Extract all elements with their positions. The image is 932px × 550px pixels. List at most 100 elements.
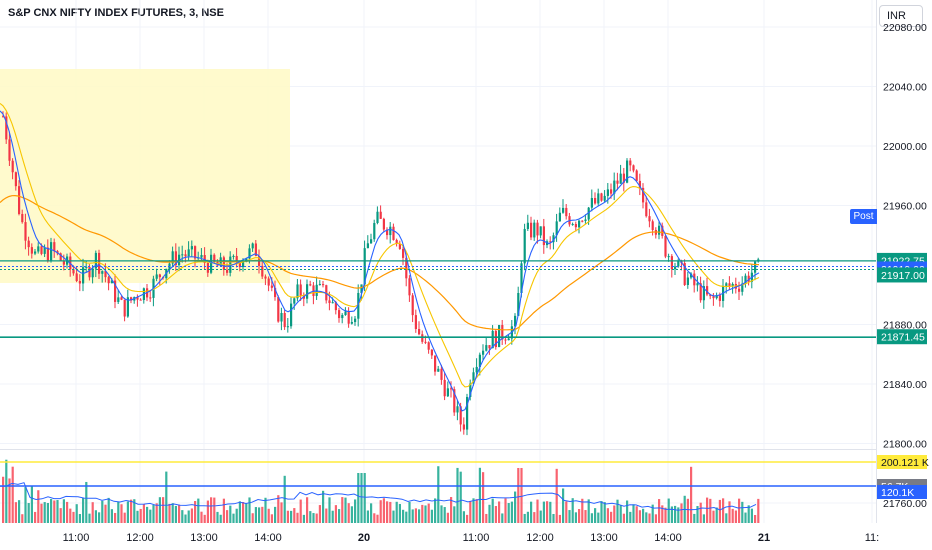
- volume-bar: [34, 511, 37, 523]
- candle-body: [526, 222, 529, 229]
- candle-body: [24, 222, 27, 241]
- candle-body: [158, 274, 161, 278]
- candle-body: [597, 193, 600, 204]
- candle-body: [264, 276, 267, 279]
- volume-bar: [414, 508, 417, 523]
- candle-body: [622, 173, 625, 183]
- candle-body: [424, 341, 427, 343]
- time-axis-tick: 12:00: [526, 532, 554, 544]
- candle-body: [645, 202, 648, 217]
- volume-bar: [456, 467, 459, 523]
- volume-bar: [626, 500, 629, 523]
- volume-bar: [21, 514, 24, 523]
- candle-body: [440, 368, 443, 380]
- volume-bar: [469, 501, 472, 523]
- candle-body: [616, 180, 619, 184]
- volume-bar: [686, 498, 689, 523]
- volume-axis-label-bg: [877, 485, 927, 499]
- volume-bar: [642, 508, 645, 523]
- candle-body: [382, 218, 385, 230]
- candle-body: [606, 189, 609, 196]
- volume-bar: [181, 510, 184, 523]
- volume-bar: [302, 514, 305, 523]
- volume-bar: [661, 505, 664, 523]
- price-axis-label-text: 21871.45: [881, 332, 925, 344]
- volume-bar: [274, 506, 277, 523]
- volume-bar: [571, 498, 574, 523]
- candle-body: [315, 284, 318, 296]
- candle-body: [8, 139, 11, 161]
- volume-bar: [213, 497, 216, 523]
- volume-bar: [24, 486, 27, 523]
- candle-body: [574, 224, 577, 228]
- candle-body: [542, 226, 545, 246]
- candle-body: [661, 225, 664, 236]
- candle-body: [648, 216, 651, 222]
- candle-body: [123, 299, 126, 317]
- symbol-title[interactable]: S&P CNX NIFTY INDEX FUTURES, 3, NSE: [8, 7, 224, 19]
- volume-bar: [363, 473, 366, 523]
- time-axis-tick: 20: [358, 532, 370, 544]
- volume-bar: [18, 500, 21, 523]
- candle-body: [27, 240, 30, 248]
- candle-body: [34, 251, 37, 254]
- volume-bar: [210, 497, 213, 523]
- volume-bar: [712, 510, 715, 523]
- volume-bar: [638, 510, 641, 523]
- volume-bar: [530, 501, 533, 523]
- candle-body: [350, 322, 353, 324]
- candle-body: [475, 366, 478, 373]
- volume-bar: [482, 472, 485, 523]
- volume-bar: [421, 504, 424, 523]
- candle-body: [296, 284, 299, 299]
- volume-bar: [722, 498, 725, 523]
- candle-body: [718, 295, 721, 301]
- volume-bar: [568, 510, 571, 523]
- candle-body: [549, 241, 552, 243]
- volume-bar: [731, 508, 734, 523]
- volume-bar: [75, 504, 78, 523]
- volume-bar: [539, 510, 542, 523]
- volume-bar: [702, 514, 705, 523]
- price-axis-tick: 21880.00: [883, 320, 927, 332]
- volume-bar: [667, 498, 670, 523]
- candle-body: [206, 262, 209, 273]
- volume-bar: [350, 506, 353, 523]
- volume-bar: [78, 514, 81, 523]
- candle-body: [370, 239, 373, 244]
- volume-bar: [325, 508, 328, 523]
- volume-bar: [139, 508, 142, 523]
- candle-body: [395, 239, 398, 244]
- volume-bar: [648, 513, 651, 523]
- candle-body: [21, 213, 24, 223]
- candle-body: [190, 246, 193, 250]
- volume-bar: [40, 503, 43, 523]
- volume-bar: [699, 502, 702, 523]
- candle-body: [619, 173, 622, 184]
- candle-body: [459, 406, 462, 425]
- candle-body: [376, 211, 379, 224]
- candle-body: [533, 222, 536, 238]
- volume-bar: [120, 504, 123, 523]
- volume-bar: [174, 505, 177, 523]
- volume-bar: [290, 510, 293, 523]
- pane-divider[interactable]: [0, 449, 876, 450]
- currency-button[interactable]: INR: [879, 5, 923, 27]
- volume-bar: [94, 510, 97, 523]
- volume-bar: [680, 503, 683, 523]
- candle-body: [104, 271, 107, 278]
- volume-bar: [475, 499, 478, 523]
- volume-bar: [536, 499, 539, 523]
- candle-body: [411, 295, 414, 316]
- candle-body: [651, 221, 654, 230]
- volume-bar: [600, 501, 603, 523]
- volume-bar: [718, 499, 721, 523]
- volume-bar: [750, 508, 753, 523]
- volume-bar: [254, 507, 257, 523]
- volume-bar: [466, 514, 469, 523]
- candle-body: [290, 303, 293, 327]
- candle-body: [30, 247, 33, 254]
- volume-bar: [738, 498, 741, 523]
- candle-body: [318, 284, 321, 286]
